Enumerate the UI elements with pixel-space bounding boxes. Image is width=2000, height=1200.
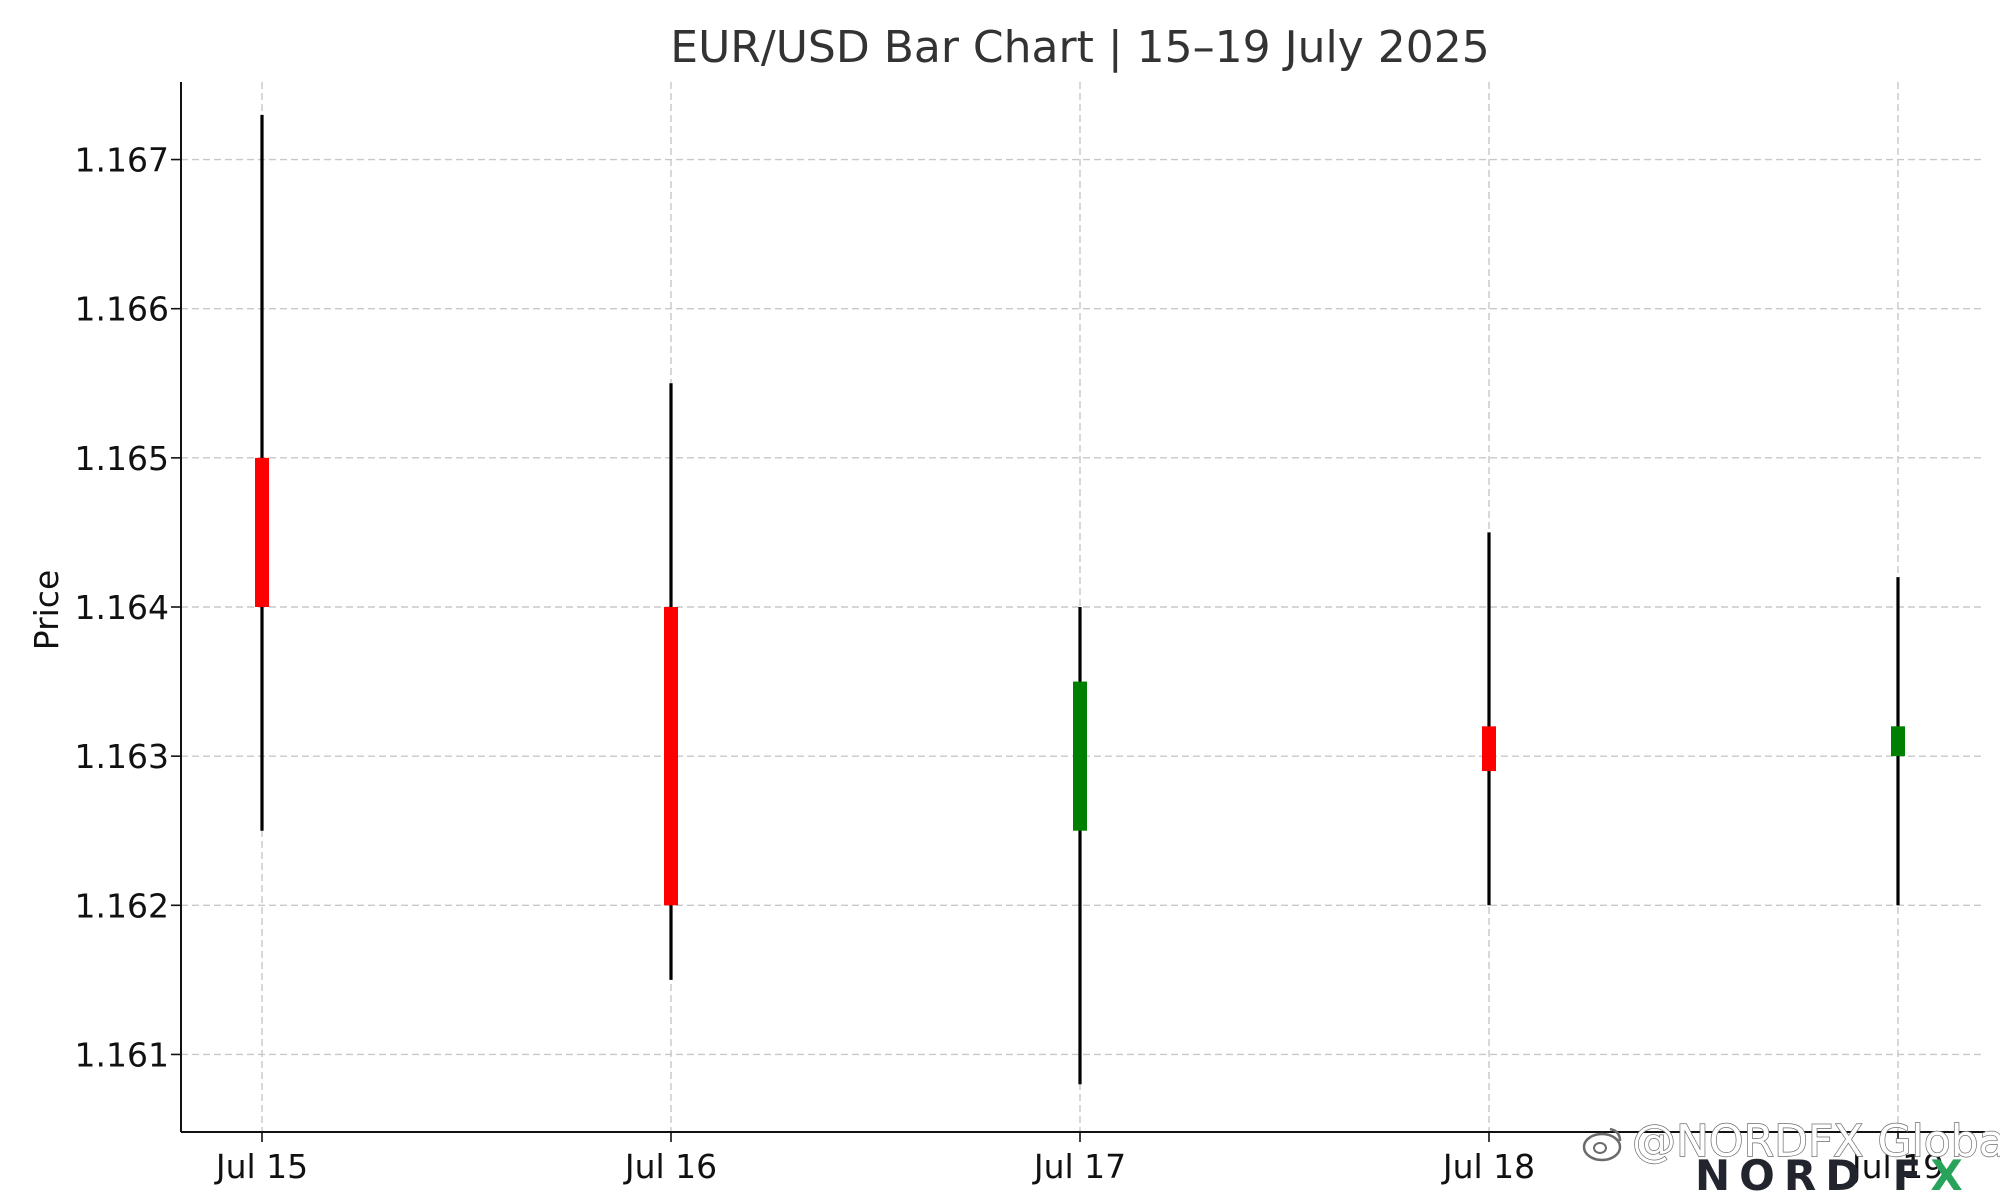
y-tick-label: 1.167: [75, 141, 169, 180]
bars-layer: [255, 114, 1905, 1085]
ohlc-body: [1891, 726, 1905, 757]
ohlc-bar: [1482, 532, 1496, 906]
x-tick-label: Jul 18: [1441, 1147, 1535, 1186]
ohlc-body: [255, 457, 269, 607]
x-tick-label: Jul 15: [214, 1147, 308, 1186]
ohlc-body: [1073, 681, 1087, 831]
logo-text: NORD FX: [1695, 1151, 1972, 1200]
ohlc-bar: [1891, 577, 1905, 906]
ohlc-bar: [255, 114, 269, 831]
chart-title: EUR/USD Bar Chart | 15–19 July 2025: [670, 22, 1489, 73]
ohlc-body: [1482, 726, 1496, 772]
x-tick-label: Jul 19: [1850, 1147, 1944, 1186]
watermark: @NORDFX Global: [1582, 1115, 2000, 1168]
y-tick-label: 1.164: [75, 588, 169, 627]
ohlc-bar: [664, 383, 678, 980]
watermark-text: @NORDFX Global: [1632, 1116, 2000, 1167]
ohlc-bar: [1073, 607, 1087, 1085]
y-tick-label: 1.162: [75, 886, 169, 925]
y-tick-label: 1.161: [75, 1035, 169, 1074]
y-tick-label: 1.163: [75, 737, 169, 776]
ohlc-body: [664, 607, 678, 906]
x-tick-label: Jul 16: [623, 1147, 717, 1186]
grid-layer: [181, 82, 1985, 1132]
y-tick-label: 1.166: [75, 290, 169, 329]
y-axis-label: Price: [27, 570, 66, 651]
ticks-layer: 1.161 1.162 1.163 1.164 1.165 1.166 1.167 Jul 1…: [75, 141, 1945, 1186]
y-tick-label: 1.165: [75, 439, 169, 478]
weibo-icon: [1582, 1127, 1622, 1162]
nordfx-logo: NORD FX: [1695, 1151, 1972, 1200]
x-tick-label: Jul 17: [1032, 1147, 1126, 1186]
